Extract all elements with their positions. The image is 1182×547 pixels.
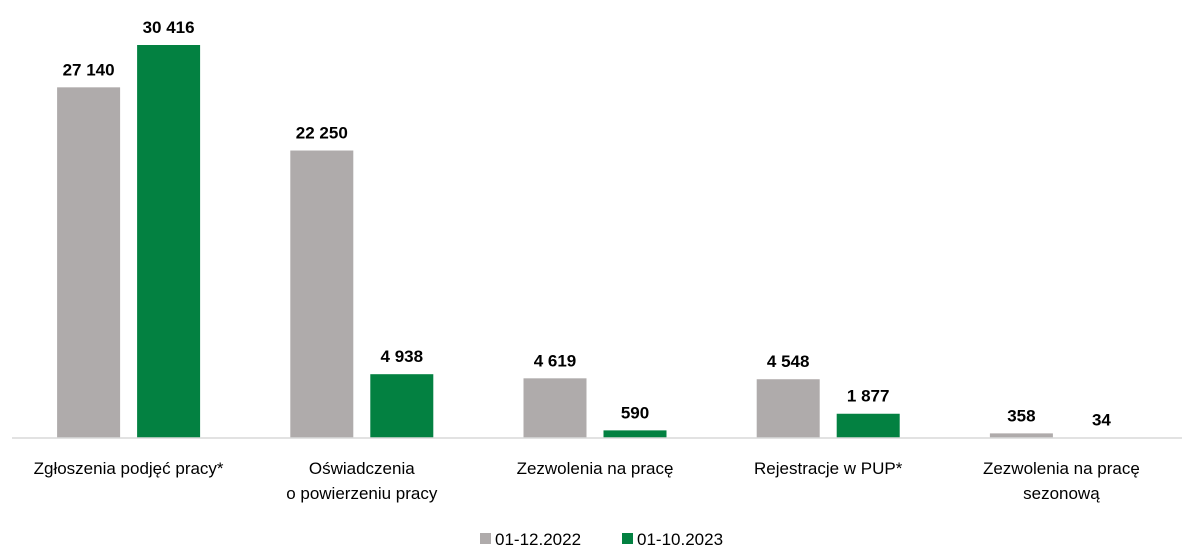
value-label: 1 877: [847, 387, 890, 406]
legend-swatch: [622, 533, 633, 544]
bar: [137, 45, 201, 438]
bar: [756, 379, 820, 438]
value-label: 34: [1092, 411, 1111, 430]
legend-swatch: [480, 533, 491, 544]
bar: [603, 430, 667, 438]
legend-label: 01-12.2022: [495, 530, 581, 547]
value-label: 30 416: [143, 18, 195, 37]
value-label: 4 938: [381, 347, 424, 366]
bar: [989, 433, 1053, 438]
x-tick-label: Zezwolenia na pracę: [516, 459, 674, 478]
legend-label: 01-10.2023: [637, 530, 723, 547]
value-label: 590: [621, 403, 649, 422]
value-label: 4 548: [767, 352, 810, 371]
bar: [836, 413, 900, 438]
x-tick-label: Zezwolenia na pracę sezonową: [982, 459, 1140, 503]
value-label: 27 140: [63, 60, 115, 79]
x-tick-label: Zgłoszenia podjęć pracy*: [33, 459, 224, 478]
bar: [370, 374, 434, 438]
value-label: 22 250: [296, 124, 348, 143]
x-tick-label: Oświadczenia o powierzeniu pracy: [286, 459, 438, 503]
bar: [290, 150, 354, 438]
bar: [57, 87, 121, 438]
x-tick-label: Rejestracje w PUP*: [754, 459, 903, 478]
value-label: 4 619: [534, 351, 577, 370]
bar: [523, 378, 587, 438]
value-label: 358: [1007, 406, 1035, 425]
